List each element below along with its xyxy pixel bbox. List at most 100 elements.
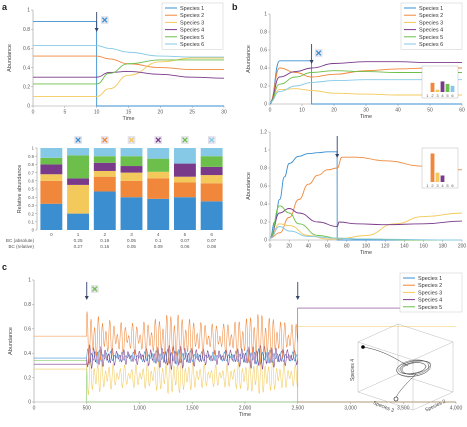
x-tick-label: 0 <box>32 110 35 116</box>
inset-bar-4 <box>440 81 445 92</box>
phase-box-edge <box>397 373 454 393</box>
stack-segment-s1 <box>200 201 223 230</box>
phase-box-edge <box>397 323 454 343</box>
y-tick-label: 0.1 <box>28 220 34 225</box>
bar-category-label: 0 <box>50 232 53 237</box>
bc-relative-value: 0.06 <box>180 244 189 249</box>
stack-segment-s6 <box>67 148 90 156</box>
y-tick-label: 0.8 <box>260 166 267 172</box>
x-tick-label: 100 <box>362 244 371 250</box>
phase-box-edge <box>357 391 414 411</box>
trajectory-entry <box>362 346 409 367</box>
legend-entry: Species 4 <box>180 28 204 34</box>
x-tick-label: 200 <box>458 244 467 250</box>
y-tick-label: 0.6 <box>260 184 267 190</box>
y-axis-title: Abundance <box>246 172 252 200</box>
y-tick-label: 0.7 <box>28 170 34 175</box>
stack-segment-s5 <box>93 156 116 163</box>
phase-box-edge <box>412 391 454 411</box>
stack-segment-s6 <box>120 148 143 157</box>
series-line-4 <box>33 70 225 79</box>
stack-segment-s1 <box>120 197 143 230</box>
y-tick-label: 0.6 <box>260 48 267 54</box>
arrow-head <box>84 296 89 300</box>
x-tick-label: 2,500 <box>291 406 304 412</box>
stack-segment-s6 <box>200 148 223 157</box>
stack-segment-s5 <box>40 157 63 165</box>
y-tick-label: 0.2 <box>24 375 31 381</box>
bc-absolute-label: BC (absolute) <box>6 238 35 243</box>
stack-segment-s3 <box>200 175 223 184</box>
y-tick-label: 0.9 <box>28 154 34 159</box>
x-tick-label: 20 <box>331 108 337 114</box>
x-tick-label: 40 <box>395 108 401 114</box>
series-line-5 <box>32 59 224 85</box>
stack-segment-s3 <box>67 184 90 214</box>
x-tick-label: 40 <box>306 244 312 250</box>
series-line-6 <box>32 45 224 58</box>
y-tick-label: 0.4 <box>24 351 31 357</box>
panel-letter-a: a <box>2 2 8 12</box>
chart-b-bottom: 0 0.2 0.4 0.6 0.8 1 1.2 0 20 40 60 80 100 120 140 160 18… <box>246 130 466 256</box>
series-line-1 <box>269 60 462 105</box>
legend-entry: Species 3 <box>180 20 204 26</box>
phase-box-edge <box>357 373 399 393</box>
stack-segment-s6 <box>93 148 116 157</box>
x-tick-label: 1,000 <box>133 406 146 412</box>
x-tick-label: 30 <box>363 108 369 114</box>
stack-segment-s5 <box>67 155 90 179</box>
inset-bar-5 <box>445 83 450 92</box>
inset-category-label: 5 <box>446 183 449 188</box>
x-tick-label: 60 <box>325 244 331 250</box>
series-line-4 <box>269 61 462 103</box>
legend-box <box>161 2 224 50</box>
inset-bar-2 <box>430 82 435 92</box>
inset-category-label: 4 <box>441 183 444 188</box>
legend-box <box>400 2 463 50</box>
y-tick-label: 0.4 <box>28 195 34 200</box>
attractor-trajectory <box>396 359 432 377</box>
legend-entry: Species 1 <box>418 276 442 282</box>
bc-absolute-value: 0.1 <box>155 238 162 243</box>
series-line-5 <box>269 205 462 241</box>
legend-entry: Species 3 <box>419 20 443 26</box>
stack-segment-s4 <box>93 162 116 171</box>
legend-entry: Species 4 <box>418 298 442 304</box>
y-tick-label: 0.3 <box>28 203 34 208</box>
bar-category-label: 1 <box>77 232 80 237</box>
y-tick-label: 0.5 <box>28 187 34 192</box>
remove-species-icon-stroke <box>101 17 108 23</box>
inset-box <box>421 147 459 189</box>
inset-category-label: 1 <box>426 93 429 98</box>
x-tick-label: 120 <box>381 244 390 250</box>
inset-bar-2 <box>430 153 435 182</box>
y-axis-title: Abundance <box>246 45 252 73</box>
stack-segment-s5 <box>120 156 143 167</box>
legend-entry: Species 4 <box>419 28 443 34</box>
series-line-3 <box>34 326 456 396</box>
y-axis-title: Abundance <box>7 44 13 72</box>
series-line-1 <box>269 151 462 241</box>
y-tick-label: 1.2 <box>260 130 267 136</box>
phase-box-edge <box>357 323 399 343</box>
inset-category-label: 3 <box>436 93 439 98</box>
stack-segment-s4 <box>67 178 90 185</box>
x-axis-title: Time <box>239 412 251 418</box>
inset-category-label: 2 <box>431 183 434 188</box>
remove-species-icon-stroke <box>102 137 108 143</box>
trajectory-end-point <box>393 396 399 402</box>
series-line-4 <box>269 208 463 239</box>
remove-species-icon-stroke <box>128 137 135 143</box>
stack-segment-s3 <box>40 174 63 181</box>
stack-segment-s3 <box>93 170 116 177</box>
remove-species-icon-stroke <box>182 137 188 143</box>
bc-relative-value: 0.16 <box>100 244 109 249</box>
legend-entry: Species 6 <box>419 42 443 48</box>
y-tick-label: 0.2 <box>260 220 267 226</box>
y-tick-label: 0 <box>264 238 267 244</box>
bc-relative-label: BC (relative) <box>8 244 34 249</box>
x-tick-label: 3,000 <box>344 406 357 412</box>
y-tick-label: 0.2 <box>260 84 267 90</box>
x-axis-title: Time <box>122 116 134 122</box>
x-tick-label: 2,000 <box>239 406 252 412</box>
